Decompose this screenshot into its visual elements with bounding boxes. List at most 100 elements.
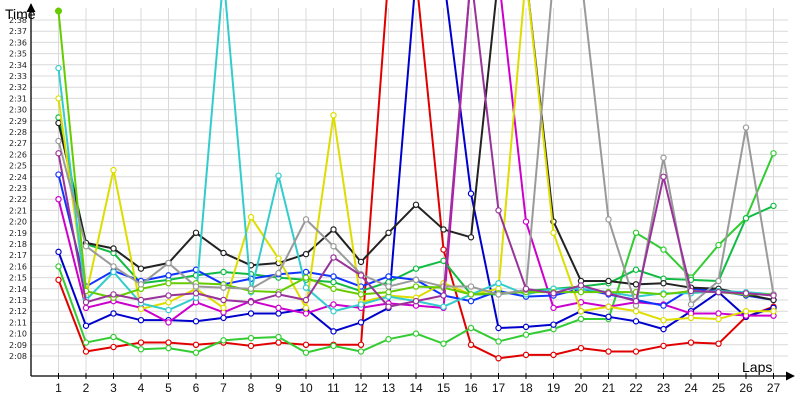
series-point [220,296,227,304]
series-point [55,276,62,284]
series-point [522,218,530,225]
series-point [660,316,667,324]
series-point [605,216,612,223]
x-tick-label: 9 [275,381,282,395]
series-point [495,207,502,214]
series-point [330,301,337,308]
series-point [467,190,475,197]
series-point [192,290,200,297]
y-tick-label: 2:12 [9,307,27,316]
series-point [302,296,310,304]
y-tick-label: 2:37 [9,27,27,36]
y-tick-label: 2:23 [9,184,27,193]
x-tick-label: 19 [547,381,561,395]
series-point [660,246,667,253]
x-tick-label: 18 [519,381,533,395]
x-tick-label: 1 [55,381,62,395]
series-point [660,302,667,309]
x-axis-title: Laps [742,359,772,375]
x-tick-label: 24 [684,381,698,395]
series-point [357,301,365,308]
y-tick-label: 2:33 [9,72,27,81]
series-point [357,319,365,326]
series-point [522,331,530,338]
series-point [550,321,557,328]
x-tick-label: 16 [464,381,478,395]
series-point [742,290,750,297]
series-point [660,325,667,333]
series-point [275,269,282,277]
series-point [357,341,365,348]
series-line-1 [57,0,774,360]
series-point [275,255,282,262]
series-point [522,285,530,292]
series-point [495,355,502,362]
series-point [110,333,117,341]
series-point [82,339,90,346]
series-point [770,292,777,299]
series-point [110,343,117,351]
series-point [330,273,337,280]
series-point [632,308,640,315]
series-point [302,310,310,317]
series-point [357,272,365,279]
series-point [110,291,117,298]
series-point [770,150,777,157]
y-tick-label: 2:34 [9,61,27,70]
series-point [467,291,475,298]
series-point [550,290,557,297]
series-point [110,310,117,317]
x-tick-label: 14 [409,381,423,395]
series-point [605,348,612,355]
y-tick-label: 2:08 [9,352,27,361]
y-tick-label: 2:09 [9,341,27,350]
series-point [330,278,337,286]
x-tick-label: 15 [437,381,451,395]
series-point [632,297,640,305]
series-point [357,348,365,355]
series-point [110,245,117,252]
series-point [247,334,255,342]
series-point [660,342,667,350]
series-point [82,322,90,329]
series-point [192,349,200,356]
series-point [605,290,612,297]
series-point [385,229,392,236]
y-tick-label: 2:29 [9,117,27,126]
y-tick-label: 2:21 [9,206,27,215]
series-point [275,304,282,312]
series-point [302,284,310,291]
series-point [137,316,145,324]
y-tick-label: 2:22 [9,195,27,204]
series-point [275,339,282,346]
series-point [55,95,62,102]
series-point [165,299,172,306]
series-point [137,296,145,304]
series-point [220,249,227,257]
y-tick-label: 2:30 [9,106,27,115]
series-point [137,281,145,288]
series-point [55,248,62,256]
series-point [275,310,282,317]
x-tick-label: 20 [574,381,588,395]
series-point [110,268,117,276]
series-point [55,64,62,72]
series-point [302,268,310,276]
y-tick-label: 2:25 [9,162,27,171]
series-point [165,280,172,287]
series-point [247,299,255,306]
series-point [192,283,200,290]
series-point [742,215,750,222]
series-point [467,324,475,332]
series-point [412,297,420,305]
series-point [220,268,227,276]
series-point [165,259,172,267]
x-tick-label: 2 [83,381,90,395]
y-tick-label: 2:11 [9,318,27,327]
series-point [302,216,310,223]
x-tick-label: 25 [712,381,726,395]
series-point [577,308,585,315]
series-point [82,304,90,312]
y-tick-label: 2:36 [9,38,27,47]
